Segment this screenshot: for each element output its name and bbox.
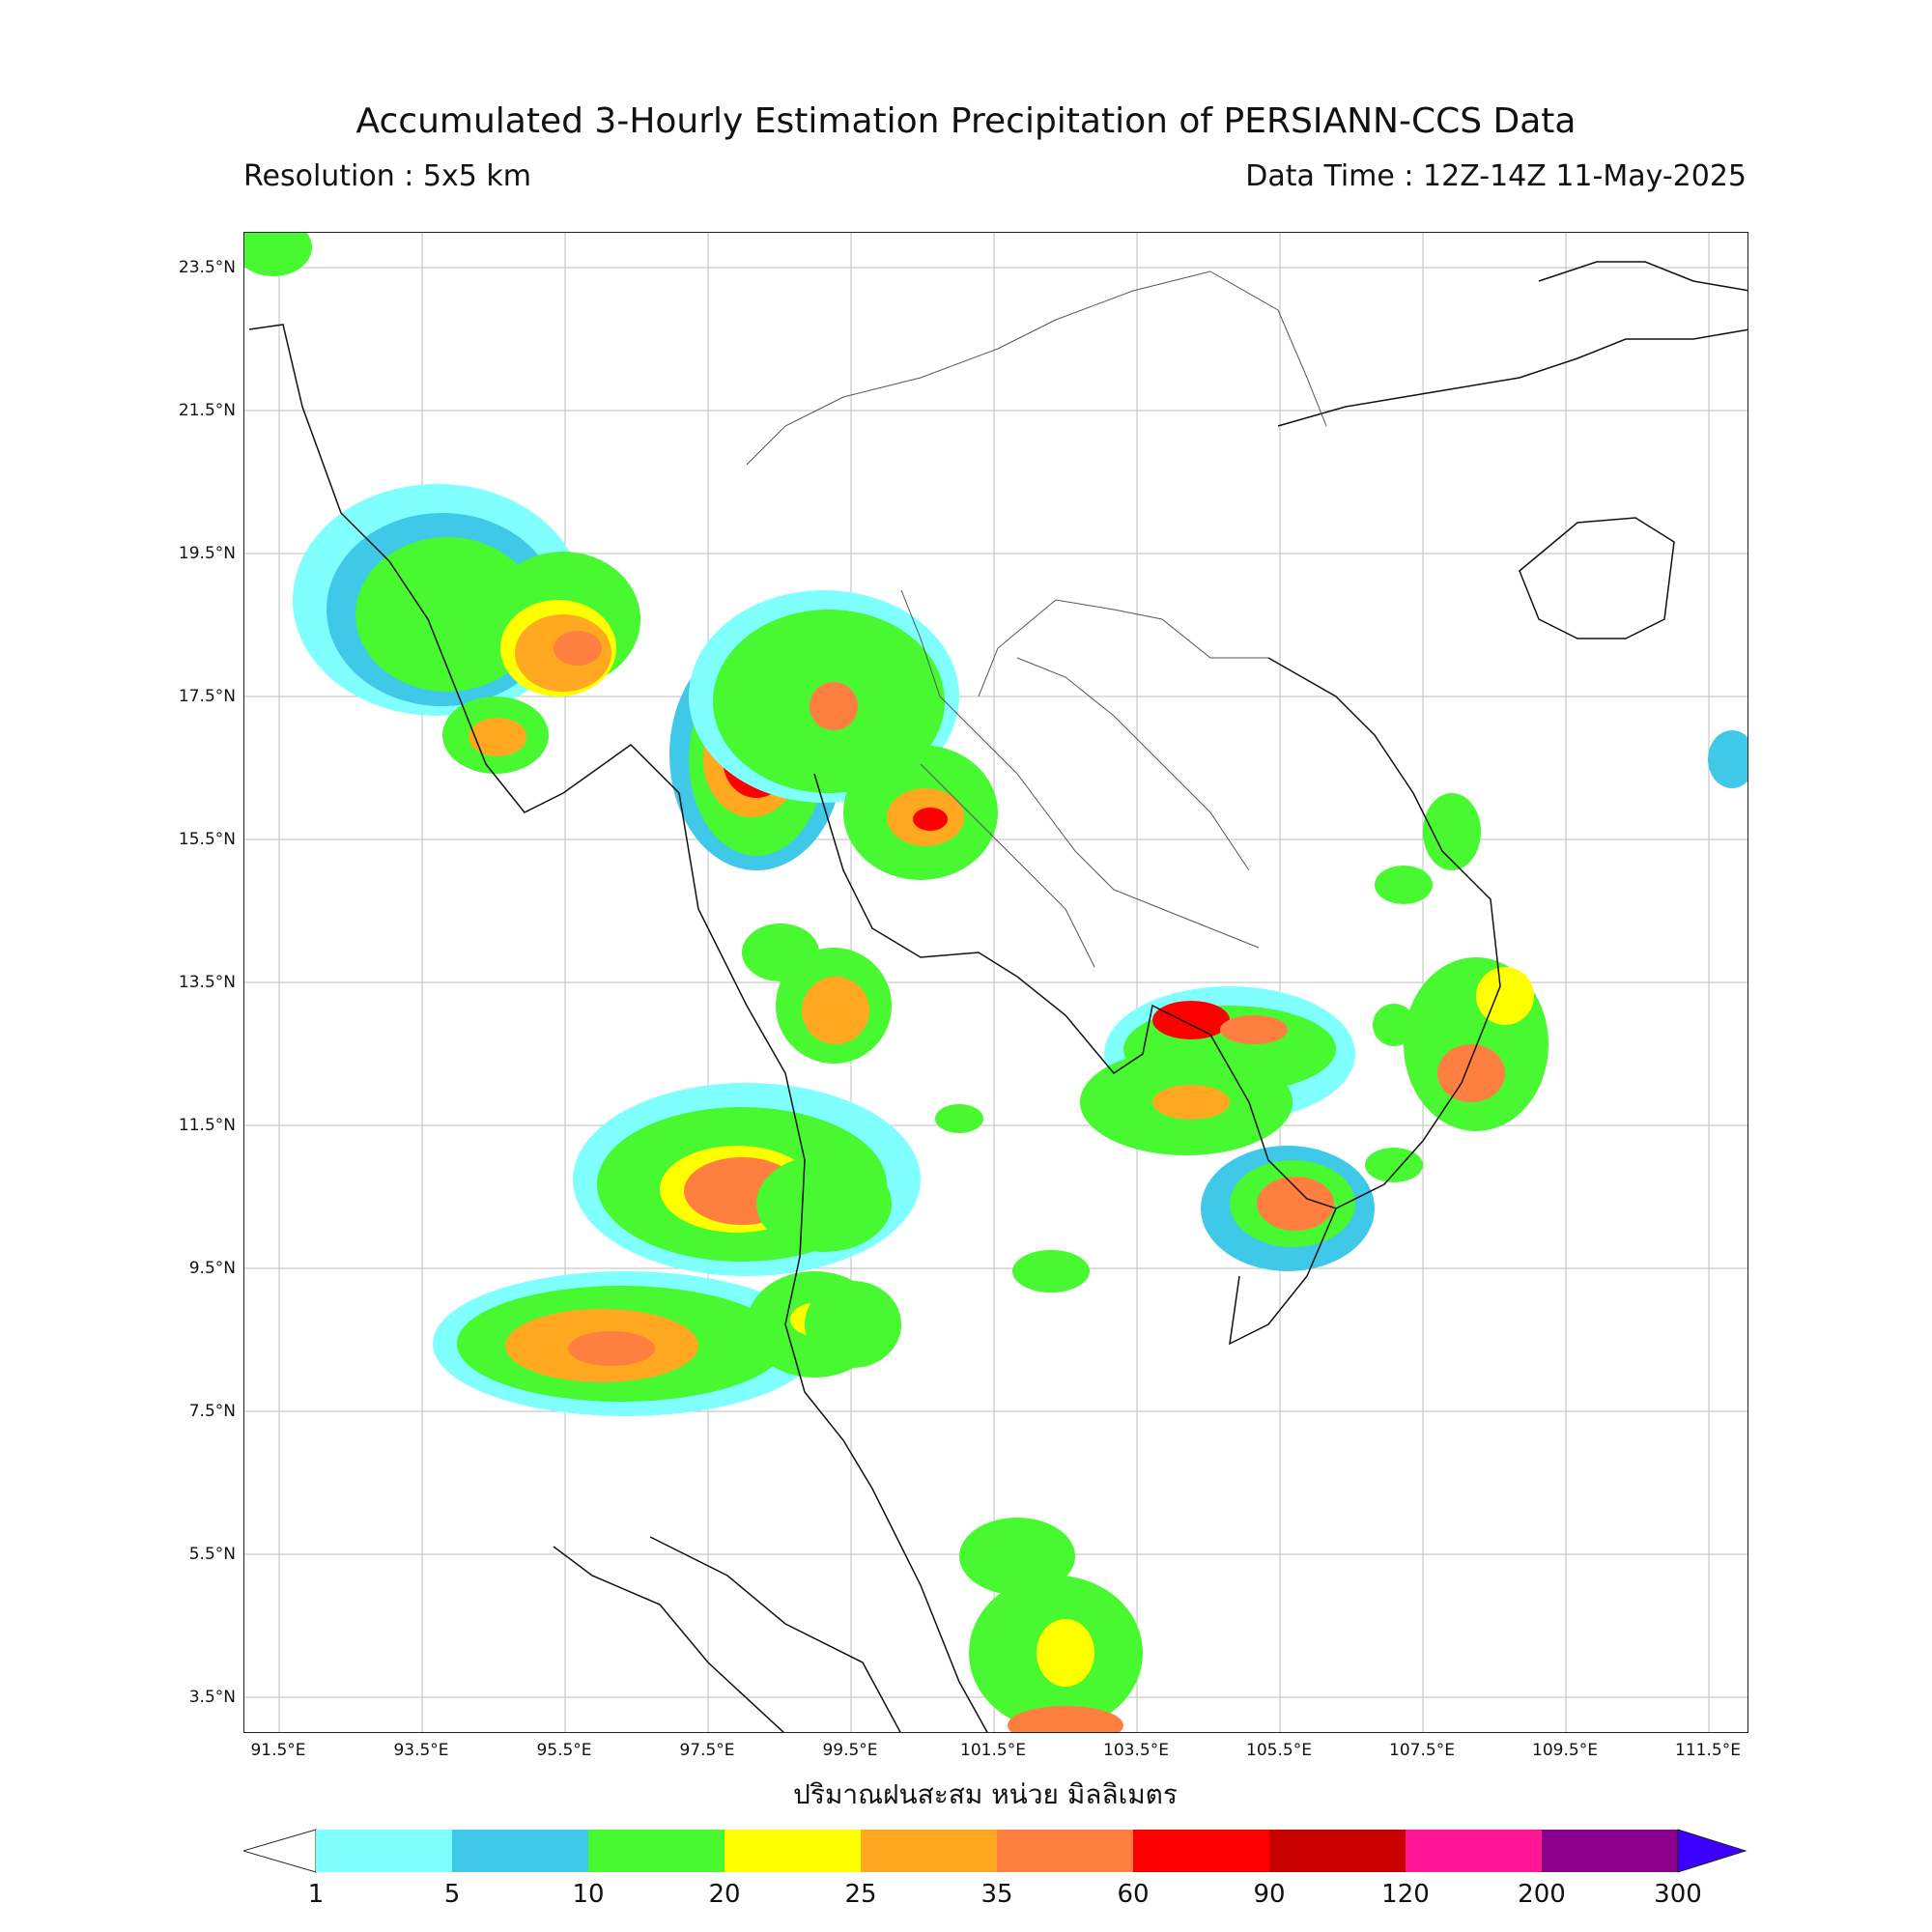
colorbar-tick-label: 10 bbox=[572, 1880, 605, 1909]
colorbar-extend-min bbox=[243, 1829, 317, 1873]
lat-label: 23.5°N bbox=[178, 258, 236, 277]
lon-label: 91.5°E bbox=[250, 1741, 306, 1760]
lat-label: 15.5°N bbox=[178, 830, 236, 849]
colorbar-tick-label: 300 bbox=[1654, 1880, 1702, 1909]
colorbar-tick-label: 1 bbox=[307, 1880, 325, 1909]
colorbar-cell bbox=[316, 1830, 452, 1872]
rain-cells bbox=[244, 233, 1747, 1732]
lat-label: 11.5°N bbox=[178, 1116, 236, 1135]
resolution-label: Resolution : 5x5 km bbox=[243, 159, 531, 193]
precipitation-map[interactable] bbox=[243, 232, 1748, 1733]
lon-label: 97.5°E bbox=[679, 1741, 735, 1760]
lat-label: 7.5°N bbox=[188, 1402, 236, 1421]
map-canvas bbox=[244, 233, 1747, 1732]
admin-borders bbox=[746, 270, 1327, 968]
colorbar-cell bbox=[1269, 1830, 1406, 1872]
lon-label: 93.5°E bbox=[393, 1741, 449, 1760]
lon-label: 103.5°E bbox=[1103, 1741, 1169, 1760]
lon-label: 107.5°E bbox=[1389, 1741, 1455, 1760]
data-time-label: Data Time : 12Z-14Z 11-May-2025 bbox=[1245, 159, 1747, 193]
colorbar-tick-label: 25 bbox=[844, 1880, 877, 1909]
colorbar-tick-label: 35 bbox=[980, 1880, 1013, 1909]
colorbar-cell bbox=[1406, 1830, 1542, 1872]
lat-label: 13.5°N bbox=[178, 973, 236, 992]
colorbar-tick-label: 20 bbox=[708, 1880, 741, 1909]
lat-label: 17.5°N bbox=[178, 687, 236, 706]
colorbar-unit-title: ปริมาณฝนสะสม หน่วย มิลลิเมตร bbox=[793, 1778, 1178, 1810]
colorbar-cell bbox=[861, 1830, 997, 1872]
colorbar-cell bbox=[588, 1830, 724, 1872]
colorbar-cell bbox=[997, 1830, 1133, 1872]
lat-label: 9.5°N bbox=[188, 1259, 236, 1278]
lon-label: 99.5°E bbox=[822, 1741, 878, 1760]
colorbar-cell bbox=[1133, 1830, 1269, 1872]
lon-label: 111.5°E bbox=[1675, 1741, 1741, 1760]
lat-label: 19.5°N bbox=[178, 544, 236, 563]
colorbar bbox=[243, 1829, 1747, 1873]
colorbar-tick-label: 120 bbox=[1381, 1880, 1430, 1909]
gridlines bbox=[244, 233, 1747, 1732]
coastlines bbox=[248, 261, 1747, 1732]
lat-label: 21.5°N bbox=[178, 401, 236, 420]
colorbar-cell bbox=[724, 1830, 861, 1872]
lon-label: 105.5°E bbox=[1246, 1741, 1312, 1760]
colorbar-cell bbox=[452, 1830, 588, 1872]
colorbar-tick-label: 60 bbox=[1117, 1880, 1150, 1909]
lat-label: 3.5°N bbox=[188, 1688, 236, 1707]
lon-label: 109.5°E bbox=[1532, 1741, 1598, 1760]
lon-label: 95.5°E bbox=[536, 1741, 592, 1760]
map-title: Accumulated 3-Hourly Estimation Precipit… bbox=[355, 101, 1577, 141]
colorbar-cell bbox=[1542, 1830, 1678, 1872]
colorbar-extend-max bbox=[1677, 1829, 1747, 1873]
lon-label: 101.5°E bbox=[960, 1741, 1026, 1760]
colorbar-tick-label: 200 bbox=[1518, 1880, 1566, 1909]
lat-label: 5.5°N bbox=[188, 1545, 236, 1564]
colorbar-tick-label: 5 bbox=[443, 1880, 461, 1909]
colorbar-cells bbox=[316, 1830, 1678, 1872]
colorbar-tick-label: 90 bbox=[1253, 1880, 1286, 1909]
